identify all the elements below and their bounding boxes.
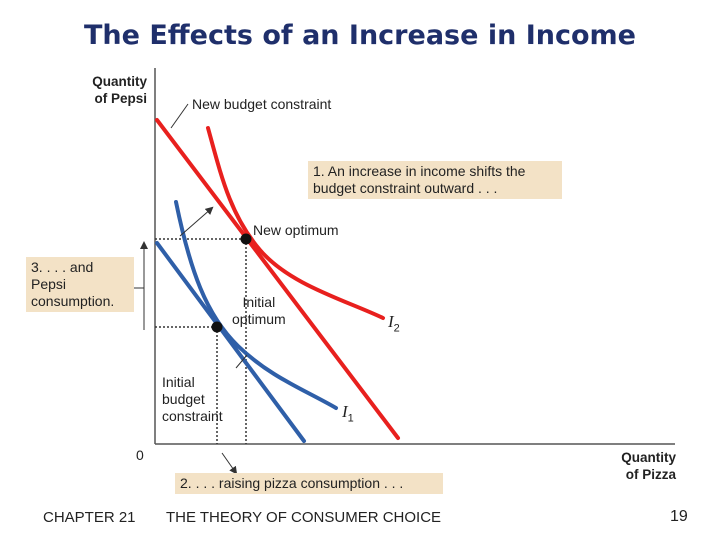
note3-line3: consumption. <box>31 293 115 309</box>
i2-label: I2 <box>388 312 400 334</box>
footer-subject: THE THEORY OF CONSUMER CHOICE <box>166 509 442 526</box>
note-pepsi-consumption: 3. . . . and Pepsi consumption. <box>26 257 134 312</box>
initial-budget-line <box>155 241 306 443</box>
note-pizza-consumption: 2. . . . raising pizza consumption . . . <box>175 473 443 494</box>
new-budget-pointer <box>170 103 189 129</box>
slide-title: The Effects of an Increase in Income <box>84 20 636 51</box>
i2-letter: I <box>388 312 394 331</box>
new-optimum-label: New optimum <box>253 222 339 238</box>
pizza-right-arrow <box>221 452 238 475</box>
initial-optimum-label-line1: Initial <box>242 294 276 310</box>
initial-optimum-point <box>211 321 223 333</box>
initial-budget-label: Initial budget constraint <box>162 374 223 425</box>
new-budget-label: New budget constraint <box>192 96 332 112</box>
i1-letter: I <box>342 402 348 421</box>
i1-subscript: 1 <box>347 412 354 425</box>
x-axis-label: Quantity of Pizza <box>598 449 676 483</box>
note3-line1: 3. . . . and <box>31 259 94 275</box>
initial-budget-label-line1: Initial <box>162 374 195 390</box>
note3-line2: Pepsi <box>31 276 67 292</box>
note1-line2: budget constraint outward . . . <box>313 180 498 196</box>
initial-optimum-label-line2: optimum <box>232 311 286 327</box>
indifference-curve-i2 <box>206 126 385 320</box>
indifference-curve-i1 <box>174 200 338 410</box>
i1-label: I1 <box>342 402 354 424</box>
new-budget-line <box>155 118 400 440</box>
y-axis-label: Quantity of Pepsi <box>82 73 147 107</box>
initial-budget-label-line3: constraint <box>162 408 223 424</box>
initial-optimum-pointer <box>235 354 248 369</box>
footer-chapter: CHAPTER 21 <box>43 509 136 526</box>
note1-line1: 1. An increase in income shifts the <box>313 163 526 179</box>
x-axis-label-line2: of Pizza <box>625 467 676 482</box>
i2-subscript: 2 <box>393 322 400 335</box>
origin-label: 0 <box>136 447 144 463</box>
initial-budget-label-line2: budget <box>162 391 205 407</box>
new-optimum-point <box>240 233 252 245</box>
initial-optimum-label: Initial optimum <box>232 294 286 328</box>
note-income-shift: 1. An increase in income shifts the budg… <box>308 161 562 199</box>
y-axis-label-line2: of Pepsi <box>94 91 147 106</box>
x-axis-label-line1: Quantity <box>621 450 676 465</box>
page-number: 19 <box>670 508 688 525</box>
shift-arrow <box>179 206 214 237</box>
y-axis-label-line1: Quantity <box>92 74 147 89</box>
